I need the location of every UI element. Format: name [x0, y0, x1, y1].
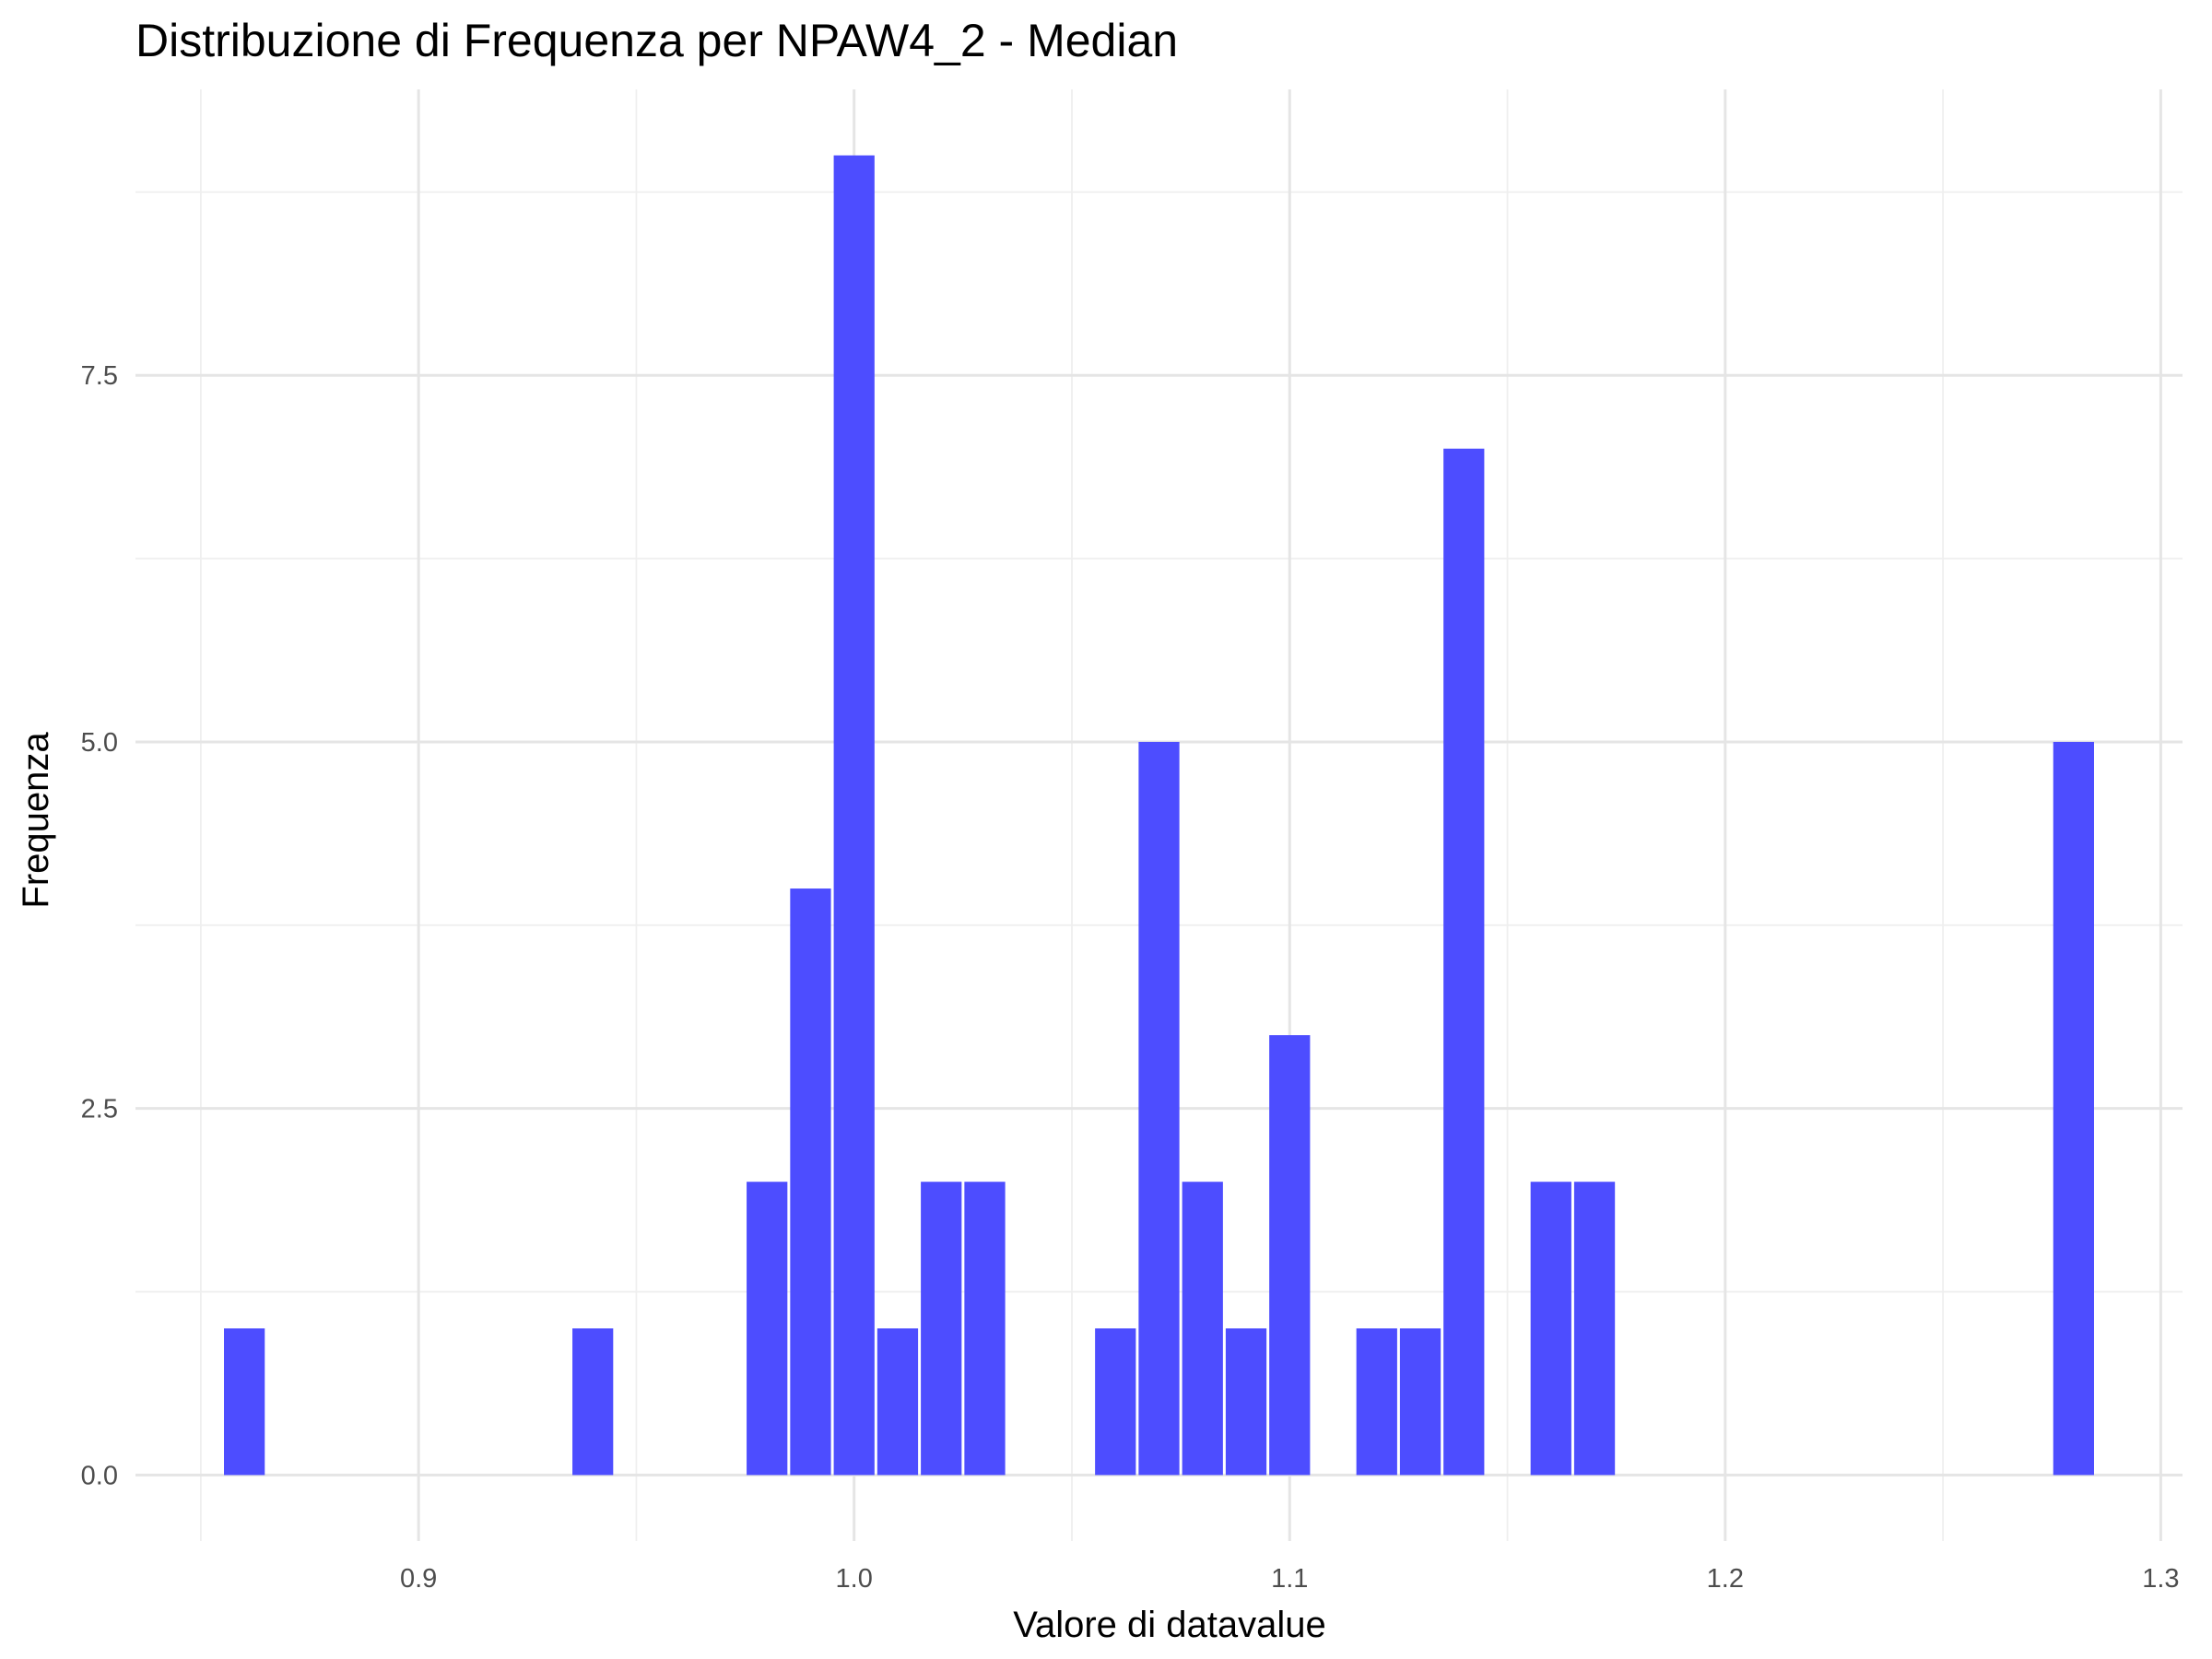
histogram-bar — [790, 888, 831, 1476]
histogram-bar — [2053, 741, 2094, 1476]
y-axis-tick-labels: 0.0 2.5 5.0 7.5 — [81, 361, 118, 1490]
histogram-bar — [1269, 1035, 1311, 1476]
histogram-bar — [224, 1328, 265, 1476]
histogram-bar — [1138, 741, 1180, 1476]
x-axis-title: Valore di datavalue — [1013, 1605, 1326, 1645]
histogram-bar — [877, 1328, 919, 1476]
y-tick-label: 0.0 — [81, 1461, 118, 1490]
histogram-bar — [964, 1182, 1006, 1476]
y-axis-title: Frequenza — [16, 732, 56, 909]
x-axis-tick-labels: 0.9 1.0 1.1 1.2 1.3 — [400, 1564, 2180, 1594]
histogram-bar — [1443, 448, 1485, 1476]
histogram-bar — [1182, 1182, 1223, 1476]
histogram-bar — [1225, 1328, 1267, 1476]
minor-gridlines-x — [199, 89, 1944, 1541]
histogram-bar — [833, 155, 875, 1476]
histogram-bar — [1530, 1182, 1571, 1476]
chart-title: Distribuzione di Frequenza per NPAW4_2 -… — [135, 15, 1178, 66]
histogram-bar — [1095, 1328, 1136, 1476]
x-tick-label: 1.2 — [1707, 1564, 1744, 1594]
histogram-bar — [1356, 1328, 1397, 1476]
x-tick-label: 1.0 — [836, 1564, 873, 1594]
histogram-bar — [747, 1182, 788, 1476]
histogram-bar — [1399, 1328, 1441, 1476]
histogram-bar — [1573, 1182, 1616, 1476]
y-tick-label: 5.0 — [81, 728, 118, 758]
x-tick-label: 1.1 — [1271, 1564, 1308, 1594]
histogram-bar — [572, 1328, 614, 1476]
histogram-bars — [224, 155, 2094, 1476]
histogram-bar — [921, 1182, 962, 1476]
x-tick-label: 1.3 — [2142, 1564, 2179, 1594]
y-tick-label: 7.5 — [81, 361, 118, 391]
y-tick-label: 2.5 — [81, 1095, 118, 1124]
x-tick-label: 0.9 — [400, 1564, 437, 1594]
